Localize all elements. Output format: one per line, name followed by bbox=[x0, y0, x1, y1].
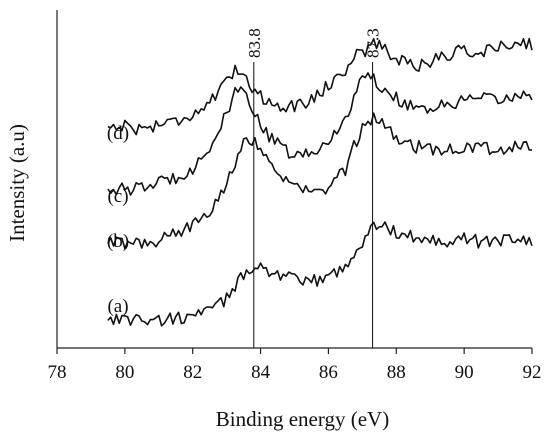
series-line bbox=[107, 37, 533, 136]
series-labels: (a) (b) (c) (d) bbox=[107, 123, 129, 317]
reference-line-label: 87.3 bbox=[364, 28, 383, 58]
x-tick-label: 80 bbox=[115, 362, 134, 383]
series-label: (c) bbox=[107, 186, 128, 207]
series-label: (a) bbox=[107, 296, 128, 317]
series-group bbox=[107, 37, 533, 327]
x-tick-label: 78 bbox=[48, 362, 67, 383]
x-tick-label: 90 bbox=[455, 362, 474, 383]
x-tick-label: 88 bbox=[387, 362, 406, 383]
x-tick-label: 92 bbox=[523, 362, 542, 383]
series-line bbox=[107, 221, 533, 327]
series-label: (d) bbox=[107, 123, 129, 144]
x-axis-title: Binding energy (eV) bbox=[216, 407, 389, 431]
x-axis: 78 80 82 84 86 88 90 92 bbox=[48, 347, 542, 383]
x-tick-label: 86 bbox=[319, 362, 338, 383]
series-line bbox=[107, 72, 533, 196]
x-tick-label: 84 bbox=[251, 362, 271, 383]
x-tick-label: 82 bbox=[183, 362, 202, 383]
reference-line-label: 83.8 bbox=[245, 28, 264, 58]
series-line bbox=[107, 112, 533, 250]
reference-lines: 83.8 87.3 bbox=[245, 28, 383, 348]
series-label: (b) bbox=[107, 231, 129, 252]
y-axis-title: Intensity (a.u) bbox=[5, 124, 29, 242]
